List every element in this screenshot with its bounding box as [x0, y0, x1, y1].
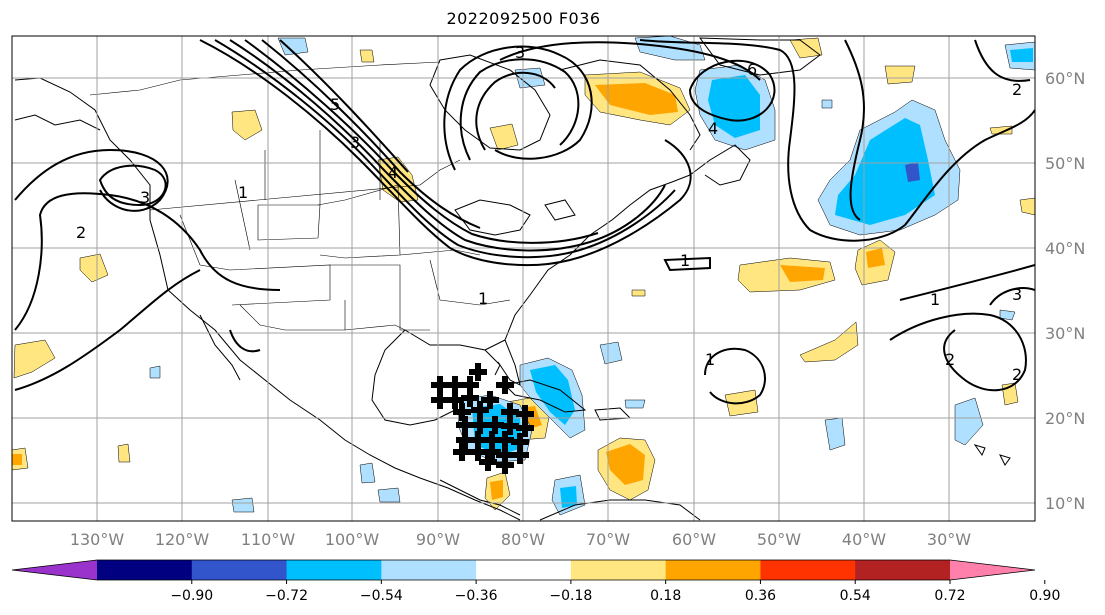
cross-marker	[486, 416, 504, 434]
cross-marker	[469, 431, 487, 449]
contour-label: 2	[945, 350, 955, 369]
colorbar-tick-label: 0.36	[745, 588, 776, 604]
lon-label: 70°W	[586, 530, 630, 549]
lon-label: 90°W	[416, 530, 460, 549]
contour-label: 4	[708, 119, 718, 138]
cross-marker	[496, 431, 514, 449]
cross-marker	[469, 443, 487, 461]
anomaly-shading	[12, 36, 1035, 516]
cross-marker	[481, 391, 499, 409]
political-borders	[89, 61, 511, 331]
lon-label: 50°W	[757, 530, 801, 549]
contour-label: 6	[747, 60, 757, 79]
lat-label: 50°N	[1045, 154, 1085, 173]
lat-label: 40°N	[1045, 239, 1085, 258]
lon-label: 100°W	[325, 530, 380, 549]
cross-marker	[483, 431, 501, 449]
lat-label: 30°N	[1045, 324, 1085, 343]
contour-label: 2	[1012, 365, 1022, 384]
cross-marker	[501, 417, 519, 435]
cross-marker	[461, 389, 479, 407]
cross-marker	[479, 453, 497, 471]
cross-marker	[456, 416, 474, 434]
contour-label: 1	[930, 290, 940, 309]
lat-label: 20°N	[1045, 409, 1085, 428]
map-frame	[11, 35, 1036, 522]
colorbar-cell	[381, 560, 477, 580]
map-title: 2022092500 F036	[446, 9, 601, 28]
lat-label: 60°N	[1045, 69, 1085, 88]
colorbar-cell	[476, 560, 572, 580]
cross-marker	[483, 443, 501, 461]
contour-label: 4	[388, 163, 398, 182]
colorbar-cell	[665, 560, 761, 580]
cross-marker	[496, 446, 514, 464]
coastlines	[14, 37, 1011, 521]
cross-marker	[456, 431, 474, 449]
colorbar-tick-label: −0.18	[549, 588, 592, 604]
contour-label: 5	[330, 95, 340, 114]
colorbar: −0.90 −0.72 −0.54 −0.36 −0.18 0.18 0.36 0.54 0.7…	[11, 559, 1060, 604]
lon-label: 60°W	[672, 530, 716, 549]
colorbar-cell	[855, 560, 951, 580]
cross-marker	[516, 419, 534, 437]
colorbar-tick-label: −0.90	[170, 588, 213, 604]
cross-marker	[431, 376, 449, 394]
cross-markers	[431, 363, 534, 474]
colorbar-cell	[286, 560, 382, 580]
contour-labels: 1 1 1 1 1 2 2 2 2 3 3 3 3 4 4 5 6	[76, 43, 1022, 384]
colorbar-extend-high	[950, 560, 1035, 580]
cross-marker	[446, 391, 464, 409]
colorbar-tick-label: −0.54	[360, 588, 403, 604]
latitude-axis: 60°N 50°N 40°N 30°N 20°N 10°N	[1045, 69, 1085, 513]
height-contours	[14, 39, 1035, 405]
cross-marker	[501, 403, 519, 421]
contour-label: 3	[140, 188, 150, 207]
cross-marker	[461, 376, 479, 394]
cross-marker	[471, 416, 489, 434]
lon-label: 80°W	[501, 530, 545, 549]
cross-marker	[453, 443, 471, 461]
colorbar-cell	[97, 560, 193, 580]
colorbar-tick-label: 0.90	[1029, 588, 1060, 604]
contour-label: 1	[478, 289, 488, 308]
contour-label: 2	[76, 223, 86, 242]
colorbar-tick-label: −0.72	[265, 588, 308, 604]
contour-label: 1	[680, 251, 690, 270]
cross-marker	[431, 391, 449, 409]
lon-label: 30°W	[927, 530, 971, 549]
colorbar-cell	[570, 560, 667, 580]
cross-marker	[453, 403, 471, 421]
colorbar-tick-label: 0.54	[840, 588, 871, 604]
cross-marker	[469, 363, 487, 381]
contour-label: 3	[1012, 285, 1022, 304]
colorbar-extend-low	[12, 560, 97, 580]
cross-marker	[516, 405, 534, 423]
lon-label: 110°W	[241, 530, 296, 549]
longitude-axis: 130°W 120°W 110°W 100°W 90°W 80°W 70°W 6…	[70, 530, 971, 549]
lon-label: 40°W	[842, 530, 886, 549]
cross-marker	[446, 376, 464, 394]
gridlines	[12, 36, 1035, 521]
cross-marker	[511, 433, 529, 451]
contour-label: 2	[1012, 80, 1022, 99]
colorbar-tick-label: 0.72	[934, 588, 965, 604]
cross-marker	[511, 446, 529, 464]
colorbar-cell	[760, 560, 856, 580]
lon-label: 130°W	[70, 530, 125, 549]
contour-label: 1	[238, 183, 248, 202]
colorbar-cell	[191, 560, 288, 580]
contour-label: 3	[350, 133, 360, 152]
cross-marker	[471, 401, 489, 419]
lat-label: 10°N	[1045, 494, 1085, 513]
cross-marker	[496, 376, 514, 394]
contour-label: 1	[705, 350, 715, 369]
cross-marker	[496, 456, 514, 474]
colorbar-tick-label: −0.36	[455, 588, 498, 604]
lon-label: 120°W	[155, 530, 210, 549]
contour-label: 3	[515, 43, 525, 62]
colorbar-tick-label: 0.18	[650, 588, 681, 604]
